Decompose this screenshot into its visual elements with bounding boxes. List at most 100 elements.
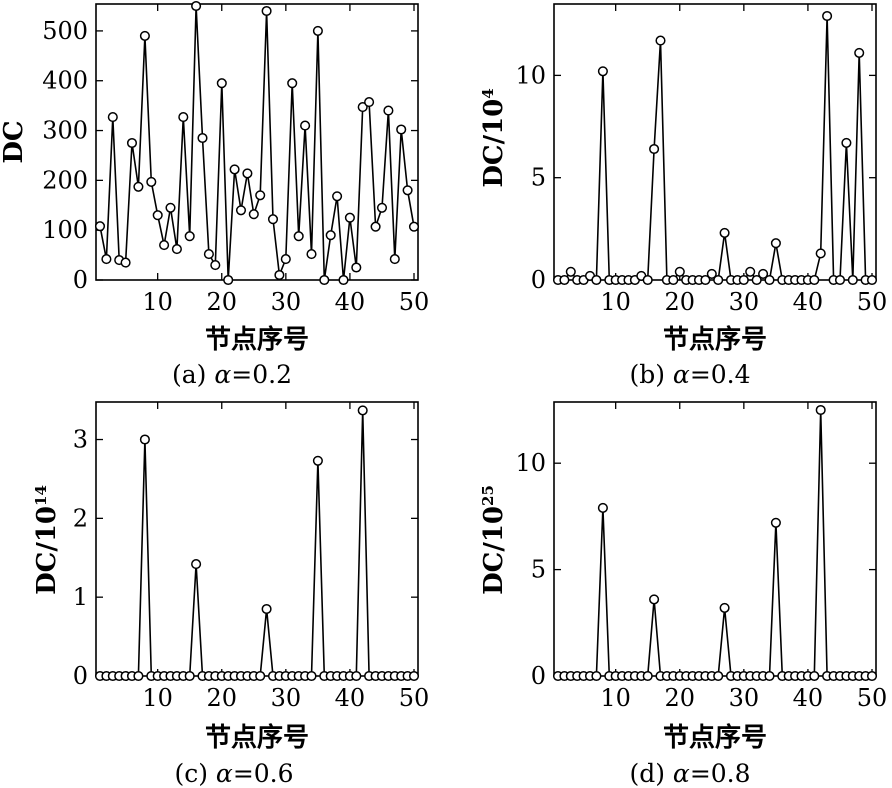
plot-frame-a — [95, 3, 419, 281]
data-point-d-16 — [649, 594, 660, 605]
data-point-a-49 — [402, 185, 413, 196]
y-tick-label-c-3: 3 — [73, 426, 88, 454]
data-point-c-35 — [312, 455, 323, 466]
x-tick-label-c-30: 30 — [271, 684, 302, 712]
x-axis-label-d: 节点序号 — [663, 722, 767, 753]
data-point-c-41 — [351, 670, 362, 682]
data-point-b-34 — [764, 274, 775, 286]
data-point-a-19 — [210, 260, 221, 271]
x-tick-label-b-30: 30 — [729, 288, 760, 316]
x-tick-label-b-20: 20 — [664, 288, 695, 316]
data-point-d-7 — [591, 670, 602, 682]
y-axis-label-c: DC/1014 — [32, 485, 62, 595]
data-point-a-12 — [165, 202, 176, 213]
data-point-a-21 — [223, 274, 234, 286]
data-point-b-2 — [559, 274, 570, 286]
data-point-d-27 — [719, 602, 730, 613]
data-point-a-18 — [203, 249, 214, 260]
data-point-a-5 — [120, 257, 131, 268]
x-tick-label-c-40: 40 — [335, 684, 366, 712]
axis-ticks-b: 10 20 30 40 50 0 5 10 — [515, 4, 887, 316]
data-point-a-22 — [229, 164, 240, 175]
x-axis-label-a: 节点序号 — [205, 324, 309, 355]
data-point-a-16 — [191, 0, 202, 12]
y-tick-label-a-500: 500 — [42, 17, 88, 45]
x-tick-label-a-20: 20 — [206, 288, 237, 316]
x-tick-label-a-50: 50 — [399, 288, 430, 316]
x-axis-label-c: 节点序号 — [205, 722, 309, 753]
data-point-a-38 — [332, 191, 343, 202]
y-tick-label-d-0: 0 — [531, 662, 546, 690]
x-tick-label-c-50: 50 — [399, 684, 430, 712]
data-point-a-15 — [184, 231, 195, 242]
y-tick-label-a-300: 300 — [42, 117, 88, 145]
data-point-c-42 — [357, 405, 368, 416]
y-tick-label-a-100: 100 — [42, 216, 88, 244]
series-c — [94, 405, 420, 682]
data-point-b-7 — [591, 274, 602, 286]
panel-c: 10 20 30 40 50 0 1 2 3 DC/1014 节点序号 (c) α=0.6 — [32, 401, 430, 788]
y-axis-label-d: DC/1025 — [479, 485, 509, 595]
y-tick-label-b-5: 5 — [531, 164, 546, 192]
data-point-c-27 — [261, 603, 272, 615]
data-point-a-32 — [293, 231, 304, 242]
data-point-b-48 — [854, 47, 865, 58]
data-point-b-50 — [866, 274, 878, 286]
caption-b: (b) α=0.4 — [629, 360, 750, 389]
data-point-a-6 — [126, 137, 138, 149]
series-line-c — [100, 409, 414, 677]
y-tick-label-d-5: 5 — [531, 556, 546, 584]
data-point-a-29 — [274, 269, 285, 281]
data-point-c-34 — [306, 670, 317, 682]
data-point-a-27 — [261, 5, 272, 17]
data-point-b-45 — [834, 274, 846, 286]
x-tick-label-b-40: 40 — [793, 288, 824, 316]
x-tick-label-a-30: 30 — [271, 288, 302, 316]
data-point-b-16 — [649, 143, 660, 155]
x-tick-label-c-20: 20 — [206, 684, 237, 712]
data-point-c-50 — [408, 670, 420, 682]
data-point-a-2 — [101, 254, 112, 265]
y-tick-label-a-400: 400 — [42, 67, 88, 95]
data-point-b-24 — [700, 274, 711, 286]
y-axis-label-a: DC — [0, 120, 29, 163]
data-point-a-7 — [133, 181, 144, 192]
data-point-b-42 — [815, 248, 826, 259]
axis-ticks-c: 10 20 30 40 50 0 1 2 3 — [73, 402, 430, 712]
data-point-a-35 — [312, 25, 323, 36]
data-point-a-10 — [152, 210, 163, 221]
series-d — [552, 404, 878, 682]
data-point-a-11 — [159, 240, 170, 251]
data-point-b-33 — [758, 268, 769, 279]
panel-b: 10 20 30 40 50 0 5 10 DC/104 节点序号 (b) α=0.4 — [479, 3, 887, 389]
y-axis-label-b: DC/104 — [479, 88, 509, 187]
y-tick-label-a-200: 200 — [42, 166, 88, 194]
x-tick-label-d-50: 50 — [857, 684, 888, 712]
data-point-c-26 — [255, 670, 266, 682]
series-line-b — [558, 15, 872, 281]
data-point-b-30 — [738, 274, 749, 286]
data-point-b-27 — [719, 227, 730, 238]
data-point-a-3 — [107, 112, 118, 123]
data-point-a-40 — [344, 212, 355, 223]
data-point-b-41 — [809, 274, 820, 286]
data-point-d-35 — [770, 517, 781, 528]
data-point-a-46 — [383, 105, 394, 116]
data-point-b-20 — [674, 266, 685, 277]
x-axis-label-b: 节点序号 — [663, 324, 767, 355]
y-tick-label-c-1: 1 — [73, 583, 88, 611]
y-tick-label-a-0: 0 — [73, 266, 88, 294]
data-point-a-50 — [408, 221, 420, 232]
x-tick-label-d-10: 10 — [600, 684, 631, 712]
data-point-d-50 — [866, 670, 878, 682]
data-point-a-28 — [267, 214, 279, 225]
data-point-a-39 — [338, 274, 349, 286]
data-point-b-19 — [668, 274, 679, 286]
data-point-a-30 — [280, 254, 291, 265]
data-point-a-23 — [235, 205, 247, 216]
x-tick-label-b-50: 50 — [857, 288, 888, 316]
data-point-a-1 — [94, 221, 106, 232]
data-point-a-8 — [139, 30, 150, 41]
data-point-a-14 — [178, 112, 189, 123]
caption-c: (c) α=0.6 — [174, 759, 293, 788]
